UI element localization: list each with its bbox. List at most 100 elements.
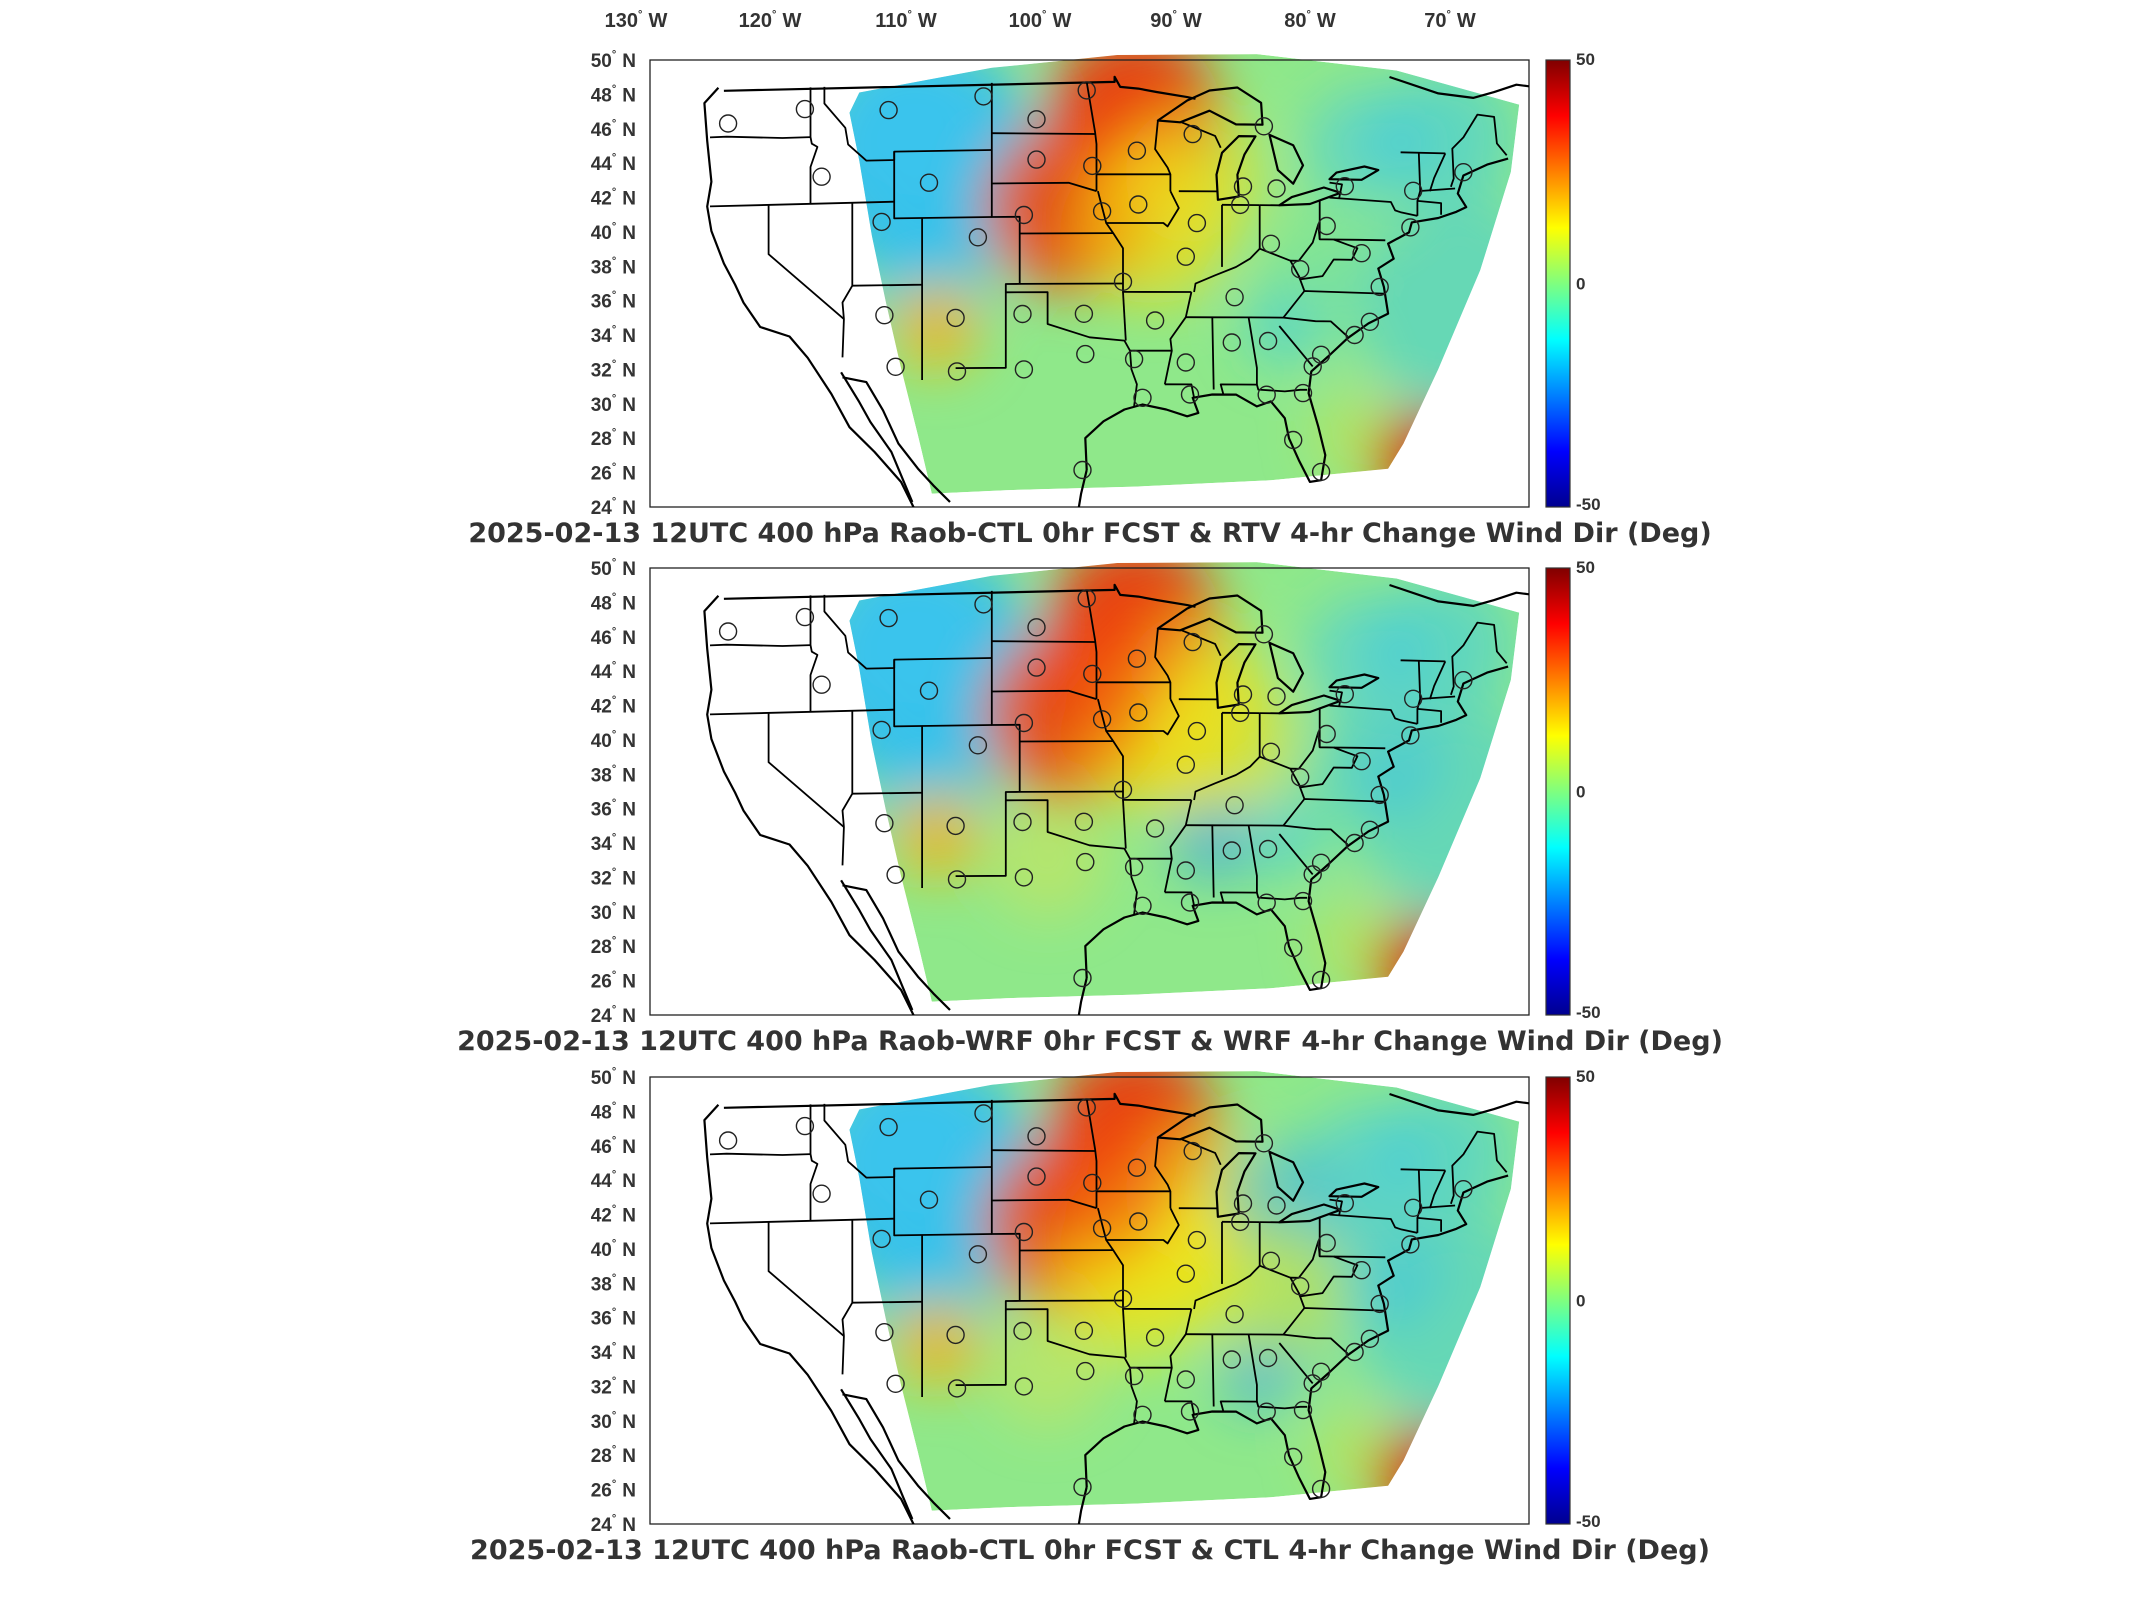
latitude-label: 26° N xyxy=(591,1479,636,1502)
raob-station-marker xyxy=(886,357,905,376)
colorbar-gradient xyxy=(1545,59,1571,508)
longitude-label: 100° W xyxy=(1009,9,1072,32)
raob-station-marker xyxy=(1311,1479,1331,1499)
latitude-label: 24° N xyxy=(591,1513,636,1536)
raob-station-marker xyxy=(1077,1098,1096,1117)
raob-station-marker xyxy=(1124,1366,1144,1386)
raob-station-marker xyxy=(1360,1329,1380,1349)
raob-station-marker xyxy=(1013,304,1032,324)
raob-station-marker xyxy=(872,720,891,740)
raob-station-marker xyxy=(1360,312,1380,331)
raob-station-marker xyxy=(1187,721,1207,741)
raob-station-marker xyxy=(1290,260,1310,279)
raob-station-marker xyxy=(1283,1447,1303,1467)
raob-station-marker xyxy=(1370,1294,1389,1314)
raob-station-marker xyxy=(1127,141,1147,160)
colorbar-mid-label: 0 xyxy=(1576,275,1585,294)
raob-station-marker xyxy=(1014,1377,1034,1396)
raob-station-marker xyxy=(946,816,965,836)
raob-station-marker xyxy=(919,1190,939,1209)
raob-station-marker xyxy=(1027,618,1046,637)
raob-station-marker xyxy=(1074,812,1094,831)
raob-station-marker xyxy=(1176,247,1196,266)
raob-station-marker xyxy=(1073,1477,1092,1497)
latitude-label: 34° N xyxy=(591,324,636,347)
raob-station-marker xyxy=(1311,1362,1331,1382)
raob-station-marker xyxy=(872,212,891,232)
raob-station-marker xyxy=(919,173,939,192)
latitude-label: 32° N xyxy=(591,358,636,381)
raob-station-marker xyxy=(1258,1348,1278,1368)
raob-station-marker xyxy=(1127,1158,1147,1177)
raob-station-marker xyxy=(1014,360,1034,379)
raob-station-marker xyxy=(1145,1328,1165,1347)
raob-station-marker xyxy=(968,736,988,755)
raob-station-marker xyxy=(1083,1173,1102,1193)
coastlines-and-borders xyxy=(703,583,1529,1015)
raob-station-marker xyxy=(1261,234,1281,254)
raob-station-marker xyxy=(1176,353,1196,372)
raob-station-marker xyxy=(1345,1342,1364,1362)
map-frame xyxy=(649,59,1530,508)
raob-station-marker xyxy=(1013,812,1032,832)
latitude-label: 26° N xyxy=(591,462,636,485)
raob-station-marker xyxy=(974,87,993,106)
latitude-label: 46° N xyxy=(591,118,636,141)
panel-title: 2025-02-13 12UTC 400 hPa Raob-CTL 0hr FC… xyxy=(468,518,1711,549)
raob-station-marker xyxy=(1014,868,1034,887)
raob-station-marker xyxy=(1230,195,1250,215)
panel-title: 2025-02-13 12UTC 400 hPa Raob-WRF 0hr FC… xyxy=(457,1026,1723,1057)
raob-station-marker xyxy=(1317,216,1336,236)
latitude-label: 32° N xyxy=(591,866,636,889)
raob-station-marker xyxy=(1076,852,1095,872)
raob-station-marker xyxy=(1283,430,1303,450)
raob-station-marker xyxy=(1077,81,1096,100)
panel-title: 2025-02-13 12UTC 400 hPa Raob-CTL 0hr FC… xyxy=(470,1535,1710,1566)
raob-station-marker xyxy=(795,99,815,119)
latitude-label: 42° N xyxy=(591,1204,636,1227)
latitude-label: 44° N xyxy=(591,152,636,175)
raob-station-marker xyxy=(1293,891,1313,911)
map-panel: 50° N 48° N 46° N 44° N 42° N 40° N 38° N 36° N 34° N 32° N… xyxy=(468,49,1711,549)
colorbar-min-label: -50 xyxy=(1576,1003,1601,1022)
raob-station-marker xyxy=(1083,664,1102,684)
raob-station-marker xyxy=(1403,1198,1423,1218)
raob-station-marker xyxy=(1258,839,1278,859)
latitude-labels: 50° N 48° N 46° N 44° N 42° N 40° N 38° N 36° N 34° N 32° N… xyxy=(591,1066,636,1536)
raob-station-marker xyxy=(1267,1196,1286,1215)
raob-station-marker xyxy=(1254,625,1274,644)
raob-station-marker xyxy=(1133,388,1152,407)
latitude-label: 50° N xyxy=(591,1066,636,1089)
map-frame xyxy=(649,567,1530,1016)
raob-station-marker xyxy=(1176,755,1196,774)
raob-station-marker xyxy=(1027,1167,1046,1186)
longitude-labels: 130° W 120° W 110° W 100° W 90° W 80° W 70° W xyxy=(605,9,1476,32)
coastlines-and-borders xyxy=(703,1092,1529,1524)
raob-station-marker xyxy=(1183,632,1202,652)
latitude-label: 50° N xyxy=(591,49,636,72)
raob-station-marker xyxy=(1401,218,1420,237)
raob-station-marker xyxy=(1335,685,1355,704)
raob-station-marker xyxy=(1225,288,1244,307)
map-panel: 50° N 48° N 46° N 44° N 42° N 40° N 38° N 36° N 34° N 32° N… xyxy=(470,1066,1710,1566)
latitude-label: 34° N xyxy=(591,832,636,855)
raob-station-marker xyxy=(1257,1402,1276,1421)
wind-direction-change-field xyxy=(849,1071,1520,1511)
raob-station-marker xyxy=(946,1325,965,1345)
raob-station-marker xyxy=(1370,785,1389,805)
map-panel: 50° N 48° N 46° N 44° N 42° N 40° N 38° N 36° N 34° N 32° N… xyxy=(457,557,1723,1057)
raob-station-marker xyxy=(1311,345,1331,364)
raob-station-marker xyxy=(1222,841,1242,860)
latitude-label: 40° N xyxy=(591,221,636,244)
latitude-label: 24° N xyxy=(591,496,636,519)
raob-station-marker xyxy=(1257,893,1276,912)
latitude-label: 38° N xyxy=(591,255,636,278)
raob-station-marker xyxy=(1183,124,1202,144)
raob-station-marker xyxy=(1293,383,1313,403)
latitude-labels: 50° N 48° N 46° N 44° N 42° N 40° N 38° N 36° N 34° N 32° N… xyxy=(591,49,636,519)
longitude-label: 70° W xyxy=(1424,9,1476,32)
latitude-label: 34° N xyxy=(591,1341,636,1364)
raob-station-marker xyxy=(875,1322,894,1342)
latitude-label: 44° N xyxy=(591,660,636,683)
latitude-label: 38° N xyxy=(591,1272,636,1295)
